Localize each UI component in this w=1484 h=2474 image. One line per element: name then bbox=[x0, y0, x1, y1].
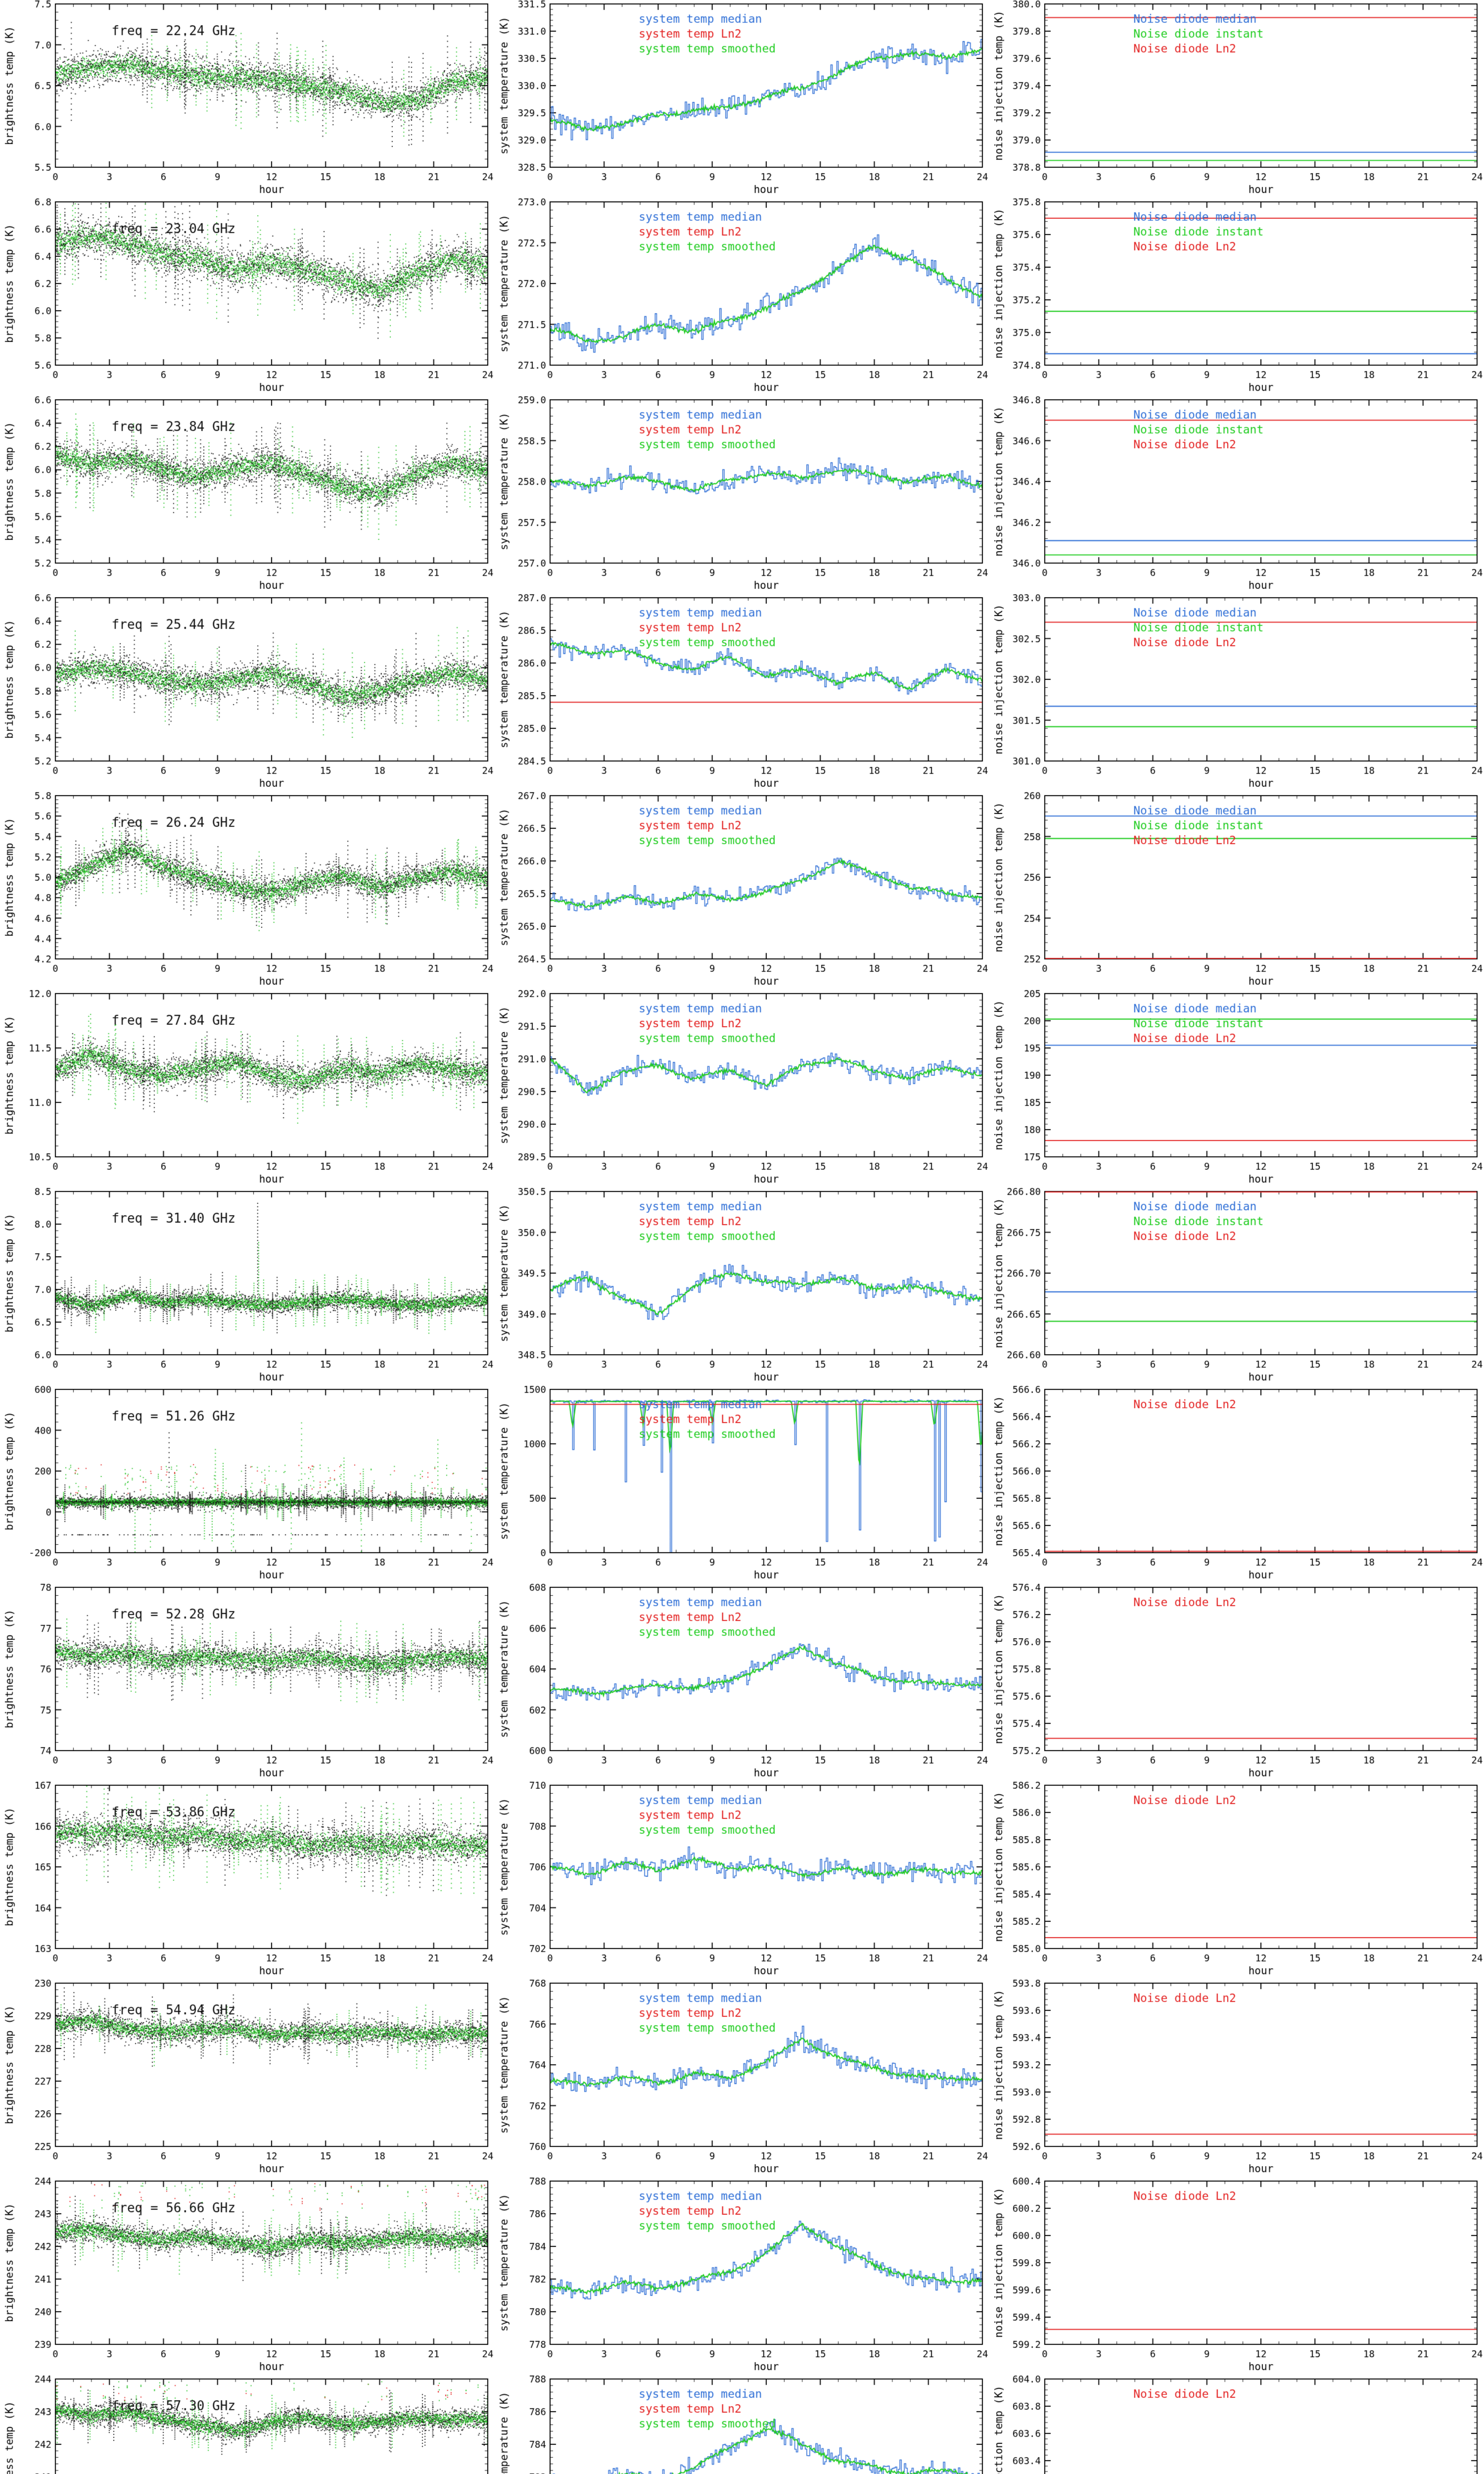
plot-cell-53.86ghz-system-temp-plot bbox=[495, 1781, 989, 1979]
noise-injection-plot-26.24ghz bbox=[989, 792, 1484, 990]
plot-cell-54.94ghz-brightness-temp-plot bbox=[0, 1979, 495, 2177]
plot-cell-31.40ghz-system-temp-plot bbox=[495, 1188, 989, 1385]
plot-cell-56.66ghz-system-temp-plot bbox=[495, 2177, 989, 2375]
plot-cell-56.66ghz-brightness-temp-plot bbox=[0, 2177, 495, 2375]
plot-cell-52.28ghz-system-temp-plot bbox=[495, 1583, 989, 1781]
plot-cell-22.24ghz-system-temp-plot bbox=[495, 0, 989, 198]
plot-cell-54.94ghz-system-temp-plot bbox=[495, 1979, 989, 2177]
noise-injection-plot-51.26ghz bbox=[989, 1385, 1484, 1583]
system-temp-plot-27.84ghz bbox=[495, 990, 989, 1188]
system-temp-plot-26.24ghz bbox=[495, 792, 989, 990]
system-temp-plot-53.86ghz bbox=[495, 1781, 989, 1979]
plot-cell-25.44ghz-brightness-temp-plot bbox=[0, 594, 495, 792]
noise-injection-plot-25.44ghz bbox=[989, 594, 1484, 792]
plot-cell-27.84ghz-brightness-temp-plot bbox=[0, 990, 495, 1188]
system-temp-plot-25.44ghz bbox=[495, 594, 989, 792]
plot-cell-22.24ghz-brightness-temp-plot bbox=[0, 0, 495, 198]
plot-cell-27.84ghz-system-temp-plot bbox=[495, 990, 989, 1188]
noise-injection-plot-54.94ghz bbox=[989, 1979, 1484, 2177]
plot-cell-26.24ghz-noise-injection-plot bbox=[989, 792, 1484, 990]
system-temp-plot-23.04ghz bbox=[495, 198, 989, 396]
brightness-temp-plot-27.84ghz bbox=[0, 990, 495, 1188]
noise-injection-plot-23.04ghz bbox=[989, 198, 1484, 396]
system-temp-plot-31.40ghz bbox=[495, 1188, 989, 1385]
brightness-temp-plot-23.04ghz bbox=[0, 198, 495, 396]
plot-cell-57.30ghz-system-temp-plot bbox=[495, 2375, 989, 2474]
plot-cell-51.26ghz-system-temp-plot bbox=[495, 1385, 989, 1583]
noise-injection-plot-56.66ghz bbox=[989, 2177, 1484, 2375]
brightness-temp-plot-25.44ghz bbox=[0, 594, 495, 792]
plot-cell-53.86ghz-noise-injection-plot bbox=[989, 1781, 1484, 1979]
plot-cell-23.04ghz-brightness-temp-plot bbox=[0, 198, 495, 396]
noise-injection-plot-57.30ghz bbox=[989, 2375, 1484, 2474]
brightness-temp-plot-54.94ghz bbox=[0, 1979, 495, 2177]
noise-injection-plot-53.86ghz bbox=[989, 1781, 1484, 1979]
brightness-temp-plot-22.24ghz bbox=[0, 0, 495, 198]
plot-cell-56.66ghz-noise-injection-plot bbox=[989, 2177, 1484, 2375]
plot-cell-23.84ghz-brightness-temp-plot bbox=[0, 396, 495, 594]
plot-cell-26.24ghz-brightness-temp-plot bbox=[0, 792, 495, 990]
plot-cell-57.30ghz-brightness-temp-plot bbox=[0, 2375, 495, 2474]
system-temp-plot-51.26ghz bbox=[495, 1385, 989, 1583]
plot-cell-54.94ghz-noise-injection-plot bbox=[989, 1979, 1484, 2177]
plot-cell-23.04ghz-noise-injection-plot bbox=[989, 198, 1484, 396]
brightness-temp-plot-26.24ghz bbox=[0, 792, 495, 990]
noise-injection-plot-52.28ghz bbox=[989, 1583, 1484, 1781]
noise-injection-plot-22.24ghz bbox=[989, 0, 1484, 198]
brightness-temp-plot-57.30ghz bbox=[0, 2375, 495, 2474]
plot-cell-22.24ghz-noise-injection-plot bbox=[989, 0, 1484, 198]
plot-cell-25.44ghz-noise-injection-plot bbox=[989, 594, 1484, 792]
system-temp-plot-52.28ghz bbox=[495, 1583, 989, 1781]
plot-cell-27.84ghz-noise-injection-plot bbox=[989, 990, 1484, 1188]
plot-cell-23.84ghz-system-temp-plot bbox=[495, 396, 989, 594]
system-temp-plot-22.24ghz bbox=[495, 0, 989, 198]
noise-injection-plot-31.40ghz bbox=[989, 1188, 1484, 1385]
plot-cell-51.26ghz-brightness-temp-plot bbox=[0, 1385, 495, 1583]
brightness-temp-plot-52.28ghz bbox=[0, 1583, 495, 1781]
brightness-temp-plot-56.66ghz bbox=[0, 2177, 495, 2375]
plot-cell-25.44ghz-system-temp-plot bbox=[495, 594, 989, 792]
plot-cell-31.40ghz-noise-injection-plot bbox=[989, 1188, 1484, 1385]
plot-cell-52.28ghz-noise-injection-plot bbox=[989, 1583, 1484, 1781]
plot-cell-57.30ghz-noise-injection-plot bbox=[989, 2375, 1484, 2474]
system-temp-plot-57.30ghz bbox=[495, 2375, 989, 2474]
plot-cell-23.04ghz-system-temp-plot bbox=[495, 198, 989, 396]
plot-cell-51.26ghz-noise-injection-plot bbox=[989, 1385, 1484, 1583]
plot-cell-53.86ghz-brightness-temp-plot bbox=[0, 1781, 495, 1979]
system-temp-plot-56.66ghz bbox=[495, 2177, 989, 2375]
brightness-temp-plot-23.84ghz bbox=[0, 396, 495, 594]
plot-cell-31.40ghz-brightness-temp-plot bbox=[0, 1188, 495, 1385]
system-temp-plot-54.94ghz bbox=[495, 1979, 989, 2177]
noise-injection-plot-27.84ghz bbox=[989, 990, 1484, 1188]
plot-cell-23.84ghz-noise-injection-plot bbox=[989, 396, 1484, 594]
brightness-temp-plot-31.40ghz bbox=[0, 1188, 495, 1385]
noise-injection-plot-23.84ghz bbox=[989, 396, 1484, 594]
brightness-temp-plot-53.86ghz bbox=[0, 1781, 495, 1979]
system-temp-plot-23.84ghz bbox=[495, 396, 989, 594]
plot-cell-52.28ghz-brightness-temp-plot bbox=[0, 1583, 495, 1781]
brightness-temp-plot-51.26ghz bbox=[0, 1385, 495, 1583]
plot-cell-26.24ghz-system-temp-plot bbox=[495, 792, 989, 990]
